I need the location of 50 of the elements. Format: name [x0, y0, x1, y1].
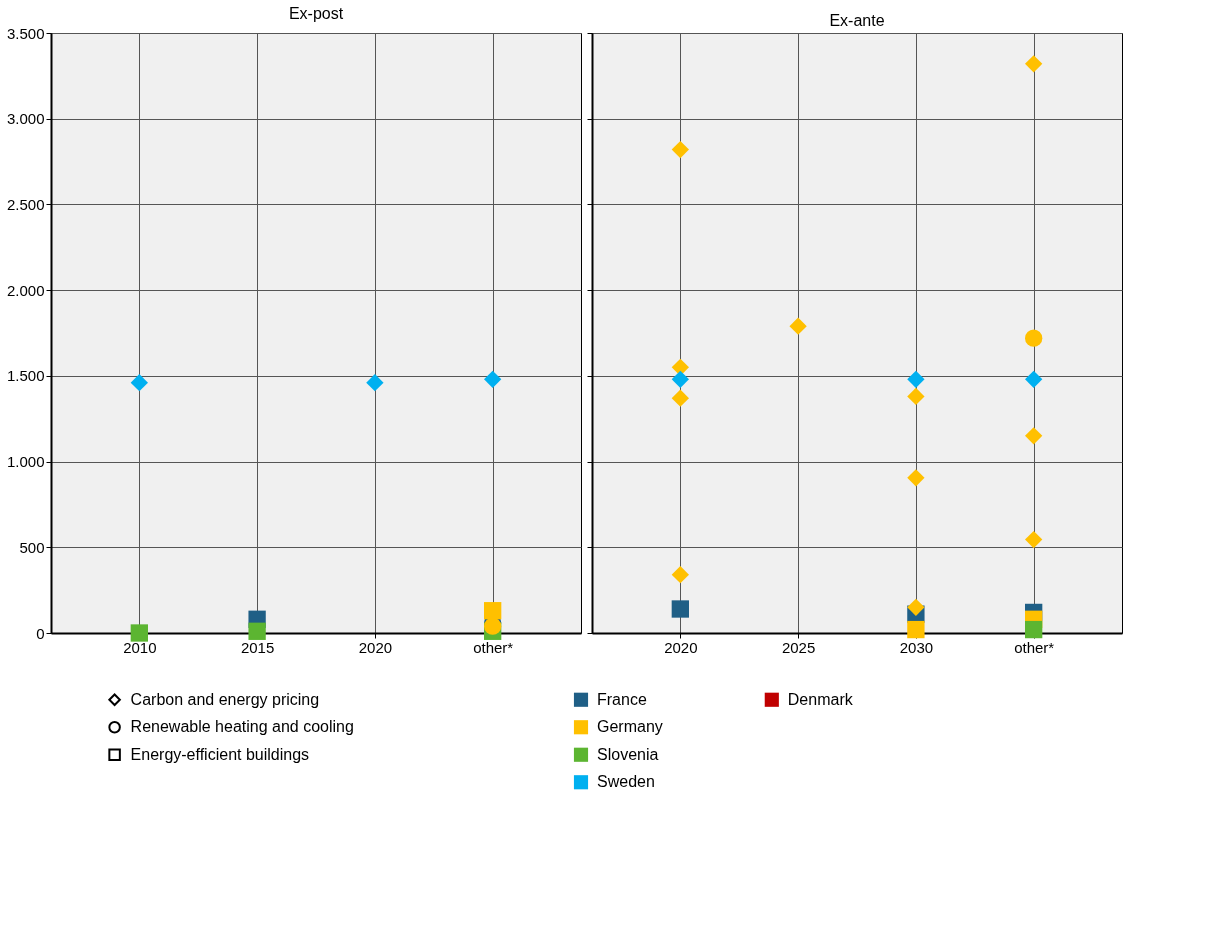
point [671, 140, 689, 159]
legend-label: France [597, 690, 647, 708]
x-tick-label: other* [1014, 638, 1055, 656]
y-tick-label: 2.500 [6, 195, 45, 213]
y-tick-label: 1.000 [6, 453, 45, 471]
point [907, 387, 925, 406]
point [671, 370, 689, 388]
point [130, 374, 148, 392]
point [671, 566, 689, 584]
point [1025, 427, 1043, 445]
legend-label: Denmark [787, 690, 854, 708]
legend-label: Germany [597, 718, 663, 736]
point [248, 622, 266, 640]
legend-label: Renewable heating and cooling [130, 718, 354, 736]
chart-title: Ex-ante [829, 11, 885, 29]
point [789, 317, 807, 335]
x-tick-label: 2020 [358, 638, 393, 656]
point [1025, 620, 1043, 639]
point [1025, 329, 1043, 347]
y-tick-label: 1.500 [6, 367, 45, 385]
y-tick-label: 0 [36, 624, 45, 642]
x-tick-label: 2025 [781, 638, 816, 656]
point [671, 600, 689, 618]
point [907, 598, 925, 616]
point [671, 358, 689, 376]
y-tick-label: 3.000 [6, 110, 45, 128]
point [366, 374, 384, 392]
legend-label: Carbon and energy pricing [130, 690, 320, 708]
point [484, 602, 502, 620]
legend-label: Slovenia [597, 745, 659, 763]
y-tick-label: 500 [19, 538, 45, 556]
point [907, 370, 925, 388]
point [484, 370, 502, 388]
point [1025, 370, 1043, 388]
x-tick-label: 2030 [899, 638, 934, 656]
point [907, 469, 925, 487]
x-tick-label: 2015 [240, 638, 275, 656]
legend-label: Energy-efficient buildings [130, 745, 310, 763]
y-tick-label: 3.500 [6, 24, 45, 42]
x-tick-label: 2020 [664, 638, 698, 656]
x-tick-label: other* [473, 638, 514, 656]
point [1025, 530, 1043, 549]
chart-title: Ex-post [288, 5, 344, 22]
legend-label: Sweden [597, 773, 655, 791]
x-tick-label: 2010 [123, 638, 157, 656]
y-tick-label: 2.000 [6, 281, 45, 299]
point [907, 620, 925, 639]
point [130, 624, 148, 642]
point [1025, 55, 1043, 73]
point [671, 389, 689, 407]
